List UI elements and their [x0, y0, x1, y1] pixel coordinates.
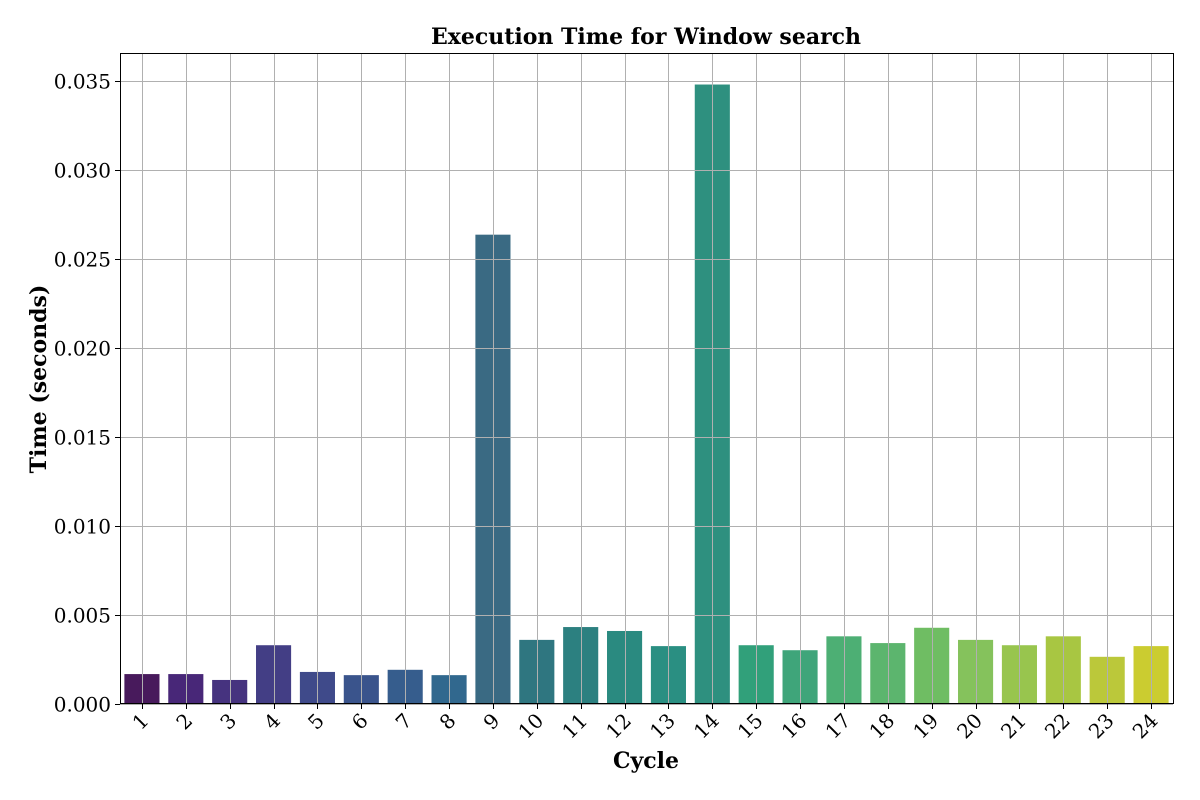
- plot-frame: [120, 53, 1174, 704]
- x-axis-ticks: 1 2 3 4 5 6 7 8 9 10 11 12 13 14 15 16 17 18 19 20 21 22 23 24: [127, 704, 1162, 743]
- y-tick-label: 0.005: [54, 604, 111, 628]
- grid-layer: [120, 53, 1173, 705]
- bar-cycle-18: [870, 643, 906, 704]
- bar-cycle-12: [607, 630, 643, 704]
- y-tick-label: 0.030: [54, 159, 111, 183]
- x-tick-label: 2: [171, 708, 197, 734]
- x-tick-label: 4: [259, 708, 285, 734]
- bar-cycle-10: [519, 639, 555, 704]
- bar-cycle-20: [958, 639, 994, 704]
- bar-cycle-19: [914, 627, 950, 704]
- bar-cycle-2: [168, 674, 204, 704]
- x-tick-label: 14: [689, 708, 724, 743]
- x-tick-label: 11: [557, 708, 592, 743]
- x-tick-label: 19: [908, 708, 943, 743]
- x-tick-label: 24: [1128, 708, 1163, 743]
- x-tick-label: 12: [601, 708, 636, 743]
- bar-cycle-4: [256, 645, 292, 704]
- x-tick-label: 22: [1040, 708, 1075, 743]
- x-tick-label: 13: [645, 708, 680, 743]
- x-tick-label: 5: [303, 708, 329, 734]
- x-tick-label: 17: [820, 708, 855, 743]
- bar-cycle-1: [124, 674, 160, 704]
- bar-cycle-3: [212, 679, 248, 704]
- x-tick-label: 1: [127, 708, 153, 734]
- x-tick-label: 6: [347, 708, 373, 734]
- x-tick-label: 16: [777, 708, 812, 743]
- x-tick-label: 18: [864, 708, 899, 743]
- bar-cycle-9: [475, 234, 511, 704]
- x-tick-label: 15: [733, 708, 768, 743]
- y-axis-ticks: 0.000 0.005 0.010 0.015 0.020 0.025 0.030 0.035: [54, 70, 120, 717]
- x-tick-label: 20: [952, 708, 987, 743]
- y-tick-label: 0.010: [54, 515, 111, 539]
- y-tick-label: 0.020: [54, 337, 111, 361]
- y-axis-label: Time (seconds): [26, 285, 52, 474]
- x-tick-label: 23: [1084, 708, 1119, 743]
- x-tick-label: 3: [215, 708, 241, 734]
- bar-cycle-11: [563, 627, 599, 704]
- x-tick-label: 10: [513, 708, 548, 743]
- x-tick-label: 9: [478, 708, 504, 734]
- grid-overlay: [120, 53, 1173, 705]
- y-tick-label: 0.025: [54, 248, 111, 272]
- bars-layer: [124, 84, 1169, 704]
- y-tick-label: 0.000: [54, 693, 111, 717]
- y-tick-label: 0.035: [54, 70, 111, 94]
- x-tick-label: 8: [435, 708, 461, 734]
- y-tick-label: 0.015: [54, 426, 111, 450]
- x-tick-label: 21: [996, 708, 1031, 743]
- x-axis-label: Cycle: [613, 748, 679, 774]
- chart-title: Execution Time for Window search: [431, 24, 861, 50]
- bar-cycle-17: [826, 636, 862, 704]
- x-tick-label: 7: [391, 708, 417, 734]
